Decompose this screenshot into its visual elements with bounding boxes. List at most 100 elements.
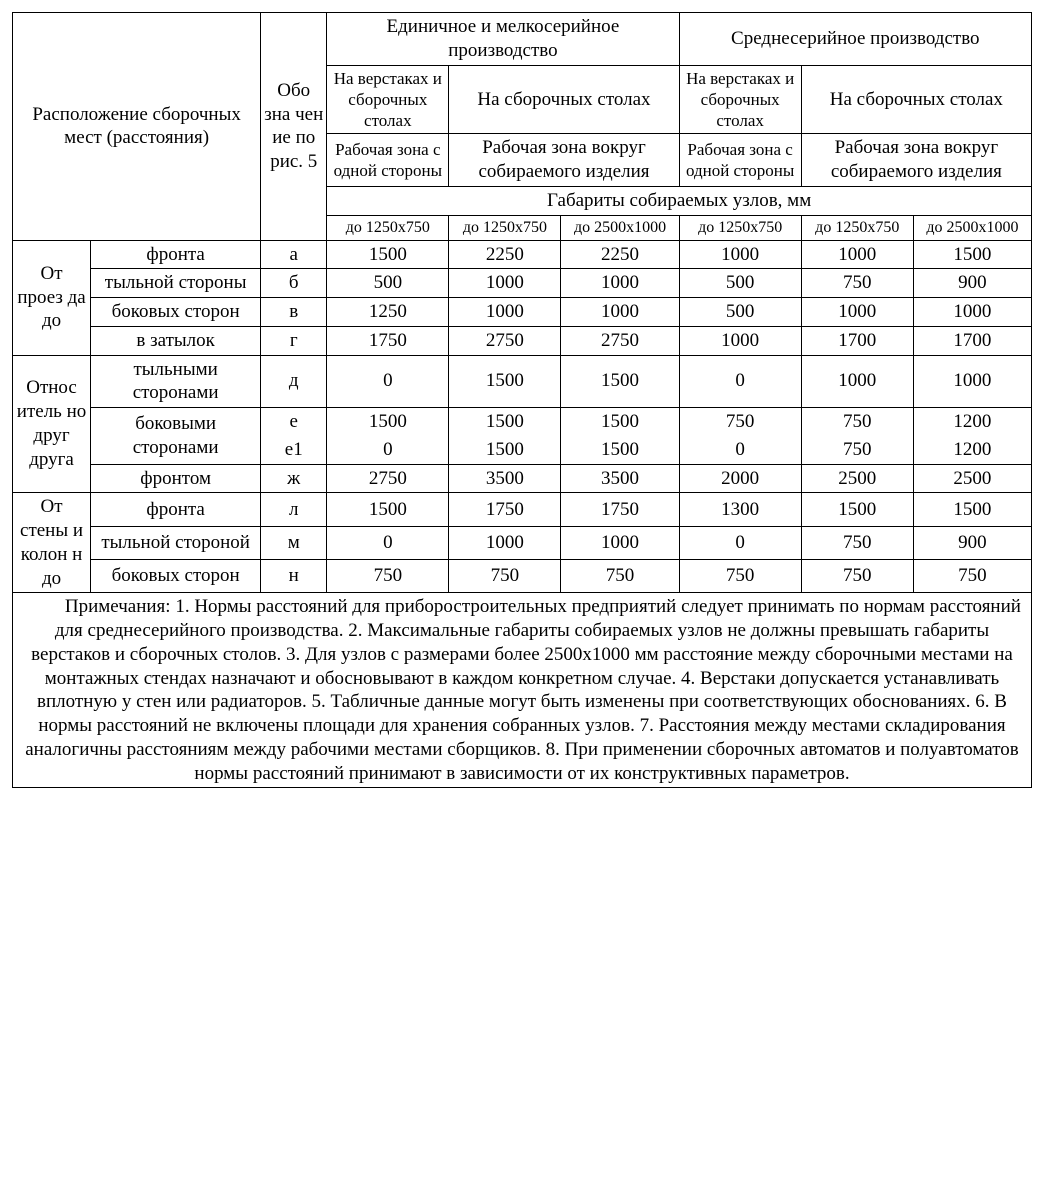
dim-col-1: до 1250х750 bbox=[327, 215, 449, 240]
table-row: тыльной стороны б 500 1000 1000 500 750 … bbox=[13, 269, 1032, 298]
dims-label-header: Габариты собираемых узлов, мм bbox=[327, 186, 1032, 215]
row-code: а bbox=[261, 240, 327, 269]
cell: 1700 bbox=[913, 326, 1031, 355]
tables-header-2: На сборочных столах bbox=[801, 65, 1031, 134]
row-label-header: Расположение сборочных мест (расстояния) bbox=[13, 13, 261, 241]
table-row: в затылок г 1750 2750 2750 1000 1700 170… bbox=[13, 326, 1032, 355]
cell: 750 bbox=[801, 408, 913, 436]
table-row: Относ итель но друг друга тыльными сторо… bbox=[13, 355, 1032, 408]
cell: 1000 bbox=[561, 526, 679, 559]
table-row: боковых сторон н 750 750 750 750 750 750 bbox=[13, 559, 1032, 592]
cell: 1750 bbox=[561, 493, 679, 526]
cell: 1000 bbox=[561, 298, 679, 327]
row-code: е1 bbox=[261, 436, 327, 464]
row-code: в bbox=[261, 298, 327, 327]
notes-text: Примечания: 1. Нормы расстояний для приб… bbox=[25, 596, 1021, 783]
row-code: д bbox=[261, 355, 327, 408]
cell: 750 bbox=[449, 559, 561, 592]
cell: 1500 bbox=[913, 493, 1031, 526]
cell: 1500 bbox=[327, 240, 449, 269]
row-label: тыльной стороной bbox=[91, 526, 261, 559]
production-single-header: Единичное и мелкосерийное производство bbox=[327, 13, 679, 66]
cell: 0 bbox=[327, 526, 449, 559]
cell: 1500 bbox=[327, 493, 449, 526]
group-label-1: От проез да до bbox=[13, 240, 91, 355]
row-label: тыльной стороны bbox=[91, 269, 261, 298]
cell: 1000 bbox=[913, 298, 1031, 327]
cell: 2000 bbox=[679, 464, 801, 493]
row-label: боковыми сторонами bbox=[91, 408, 261, 465]
cell: 1500 bbox=[561, 408, 679, 436]
cell: 1500 bbox=[449, 355, 561, 408]
cell: 3500 bbox=[561, 464, 679, 493]
cell: 2500 bbox=[913, 464, 1031, 493]
cell: 500 bbox=[327, 269, 449, 298]
cell: 3500 bbox=[449, 464, 561, 493]
zone-around-header-1: Рабочая зона вокруг собираемого изделия bbox=[449, 134, 679, 187]
zone-side-header-2: Рабочая зона с одной стороны bbox=[679, 134, 801, 187]
cell: 1000 bbox=[801, 240, 913, 269]
cell: 1000 bbox=[801, 298, 913, 327]
cell: 1750 bbox=[449, 493, 561, 526]
row-code: м bbox=[261, 526, 327, 559]
cell: 1000 bbox=[561, 269, 679, 298]
cell: 750 bbox=[801, 526, 913, 559]
cell: 2250 bbox=[561, 240, 679, 269]
cell: 0 bbox=[679, 526, 801, 559]
table-row: От проез да до фронта а 1500 2250 2250 1… bbox=[13, 240, 1032, 269]
row-code: л bbox=[261, 493, 327, 526]
row-code: н bbox=[261, 559, 327, 592]
cell: 2750 bbox=[449, 326, 561, 355]
row-label: фронта bbox=[91, 240, 261, 269]
row-code: б bbox=[261, 269, 327, 298]
cell: 900 bbox=[913, 526, 1031, 559]
cell: 1500 bbox=[561, 355, 679, 408]
zone-around-header-2: Рабочая зона вокруг собираемого изделия bbox=[801, 134, 1031, 187]
dim-col-4: до 1250х750 bbox=[679, 215, 801, 240]
bench-header-2: На верстаках и сборочных столах bbox=[679, 65, 801, 134]
cell: 1200 bbox=[913, 436, 1031, 464]
cell: 1750 bbox=[327, 326, 449, 355]
dim-col-3: до 2500х1000 bbox=[561, 215, 679, 240]
cell: 2250 bbox=[449, 240, 561, 269]
cell: 0 bbox=[679, 355, 801, 408]
cell: 1500 bbox=[561, 436, 679, 464]
cell: 1000 bbox=[449, 298, 561, 327]
cell: 1000 bbox=[449, 269, 561, 298]
cell: 500 bbox=[679, 298, 801, 327]
row-label: тыльными сторонами bbox=[91, 355, 261, 408]
group-label-2: Относ итель но друг друга bbox=[13, 355, 91, 493]
dim-col-2: до 1250х750 bbox=[449, 215, 561, 240]
cell: 750 bbox=[801, 559, 913, 592]
row-label: в затылок bbox=[91, 326, 261, 355]
cell: 1000 bbox=[449, 526, 561, 559]
cell: 1000 bbox=[913, 355, 1031, 408]
tables-header-1: На сборочных столах bbox=[449, 65, 679, 134]
group-label-3: От стены и колон н до bbox=[13, 493, 91, 593]
production-medium-header: Среднесерийное производство bbox=[679, 13, 1031, 66]
row-code: ж bbox=[261, 464, 327, 493]
table-row: От стены и колон н до фронта л 1500 1750… bbox=[13, 493, 1032, 526]
table-row: фронтом ж 2750 3500 3500 2000 2500 2500 bbox=[13, 464, 1032, 493]
cell: 900 bbox=[913, 269, 1031, 298]
cell: 1500 bbox=[327, 408, 449, 436]
cell: 1250 bbox=[327, 298, 449, 327]
notes-cell: Примечания: 1. Нормы расстояний для приб… bbox=[13, 593, 1032, 788]
cell: 2500 bbox=[801, 464, 913, 493]
row-label: фронта bbox=[91, 493, 261, 526]
cell: 0 bbox=[327, 436, 449, 464]
row-label: боковых сторон bbox=[91, 559, 261, 592]
cell: 1200 bbox=[913, 408, 1031, 436]
cell: 750 bbox=[801, 436, 913, 464]
table-row: боковых сторон в 1250 1000 1000 500 1000… bbox=[13, 298, 1032, 327]
cell: 1000 bbox=[679, 326, 801, 355]
notes-row: Примечания: 1. Нормы расстояний для приб… bbox=[13, 593, 1032, 788]
dim-col-6: до 2500х1000 bbox=[913, 215, 1031, 240]
cell: 1300 bbox=[679, 493, 801, 526]
table-row: боковыми сторонами е 1500 1500 1500 750 … bbox=[13, 408, 1032, 436]
cell: 750 bbox=[327, 559, 449, 592]
zone-side-header-1: Рабочая зона с одной стороны bbox=[327, 134, 449, 187]
table-row: тыльной стороной м 0 1000 1000 0 750 900 bbox=[13, 526, 1032, 559]
cell: 750 bbox=[679, 408, 801, 436]
cell: 1000 bbox=[679, 240, 801, 269]
